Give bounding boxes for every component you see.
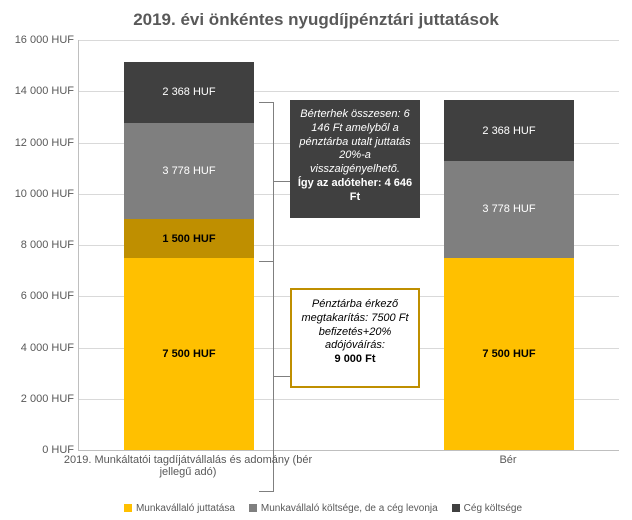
y-tick-label: 16 000 HUF [4,34,74,46]
bracket-connector [273,376,291,377]
legend-label: Cég költsége [464,503,522,514]
annotation-savings: Pénztárba érkező megtakarítás: 7500 Ft b… [290,288,420,388]
bar-segment: 2 368 HUF [444,100,574,161]
y-tick-label: 10 000 HUF [4,188,74,200]
bar-segment: 7 500 HUF [124,258,254,450]
legend-label: Munkavállaló juttatása [136,503,235,514]
stacked-bar: 7 500 HUF 1 500 HUF 3 778 HUF 2 368 HUF [124,62,254,450]
bar-segment: 7 500 HUF [444,258,574,450]
bar-segment: 1 500 HUF [124,219,254,257]
bar-segment-label: 7 500 HUF [162,348,215,360]
bar-segment: 3 778 HUF [444,161,574,258]
y-tick-label: 4 000 HUF [4,342,74,354]
bar-segment-label: 3 778 HUF [162,165,215,177]
chart-container: 2019. évi önkéntes nyugdíjpénztári jutta… [0,0,632,520]
bracket [259,102,274,262]
gridline [79,40,619,41]
y-tick-label: 2 000 HUF [4,393,74,405]
legend-swatch [124,504,132,512]
y-tick-label: 14 000 HUF [4,85,74,97]
x-tick-label: 2019. Munkáltatói tagdíjátvállalás és ad… [53,454,323,478]
bar-segment-label: 1 500 HUF [162,233,215,245]
legend-label: Munkavállaló költsége, de a cég levonja [261,503,438,514]
legend: Munkavállaló juttatása Munkavállaló költs… [0,503,632,514]
annotation-tax-burden: Bérterhek összesen: 6 146 Ft amelyből a … [290,100,420,218]
y-tick-label: 6 000 HUF [4,290,74,302]
bar-segment: 3 778 HUF [124,123,254,220]
bracket-connector [273,181,291,182]
bar-segment-label: 3 778 HUF [482,203,535,215]
x-tick-label: Bér [448,454,568,466]
bar-segment-label: 7 500 HUF [482,348,535,360]
bar-segment-label: 2 368 HUF [162,86,215,98]
bar-segment: 2 368 HUF [124,62,254,123]
y-tick-label: 12 000 HUF [4,137,74,149]
stacked-bar: 7 500 HUF 3 778 HUF 2 368 HUF [444,100,574,450]
legend-swatch [452,504,460,512]
y-tick-label: 8 000 HUF [4,239,74,251]
bar-segment-label: 2 368 HUF [482,125,535,137]
legend-swatch [249,504,257,512]
chart-title: 2019. évi önkéntes nyugdíjpénztári jutta… [0,10,632,30]
